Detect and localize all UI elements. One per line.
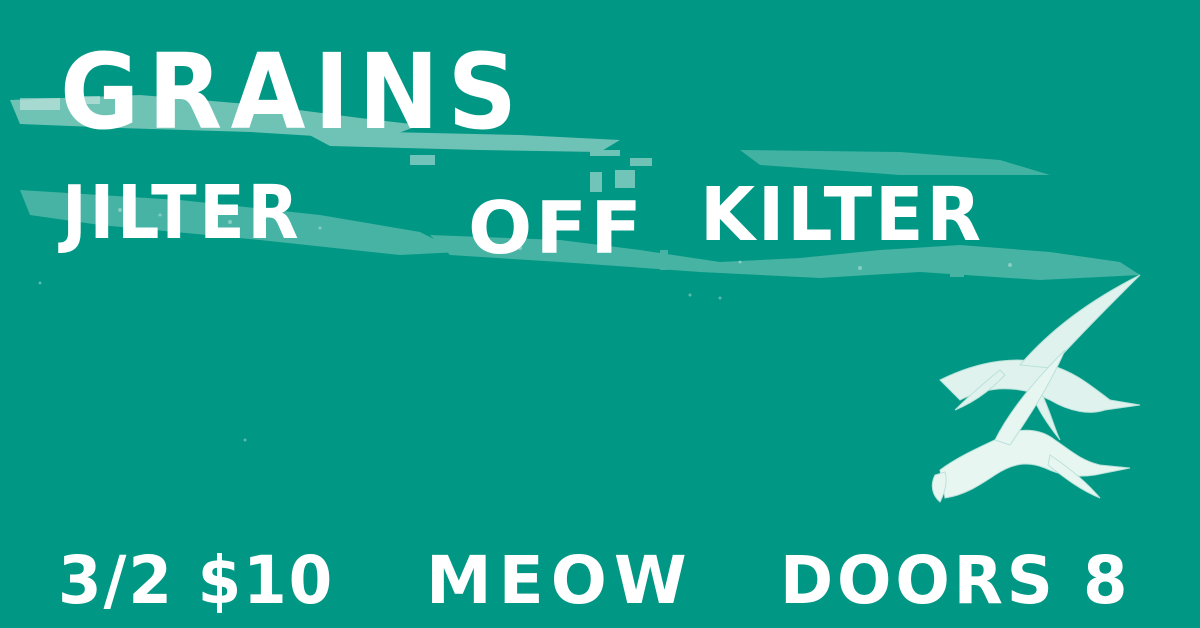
support-word-kilter: KILTER	[700, 172, 984, 258]
flying-terns-icon	[931, 274, 1141, 503]
date-and-price: 3/2 $10	[58, 542, 335, 619]
support-act-title: JILTER OFF KILTER	[62, 170, 981, 264]
support-word-jilter: JILTER	[62, 170, 302, 256]
headliner-title: GRAINS	[60, 31, 526, 153]
venue-name: MEOW	[426, 542, 694, 619]
doors-time: DOORS 8	[780, 542, 1132, 619]
support-word-off: OFF	[468, 186, 646, 270]
